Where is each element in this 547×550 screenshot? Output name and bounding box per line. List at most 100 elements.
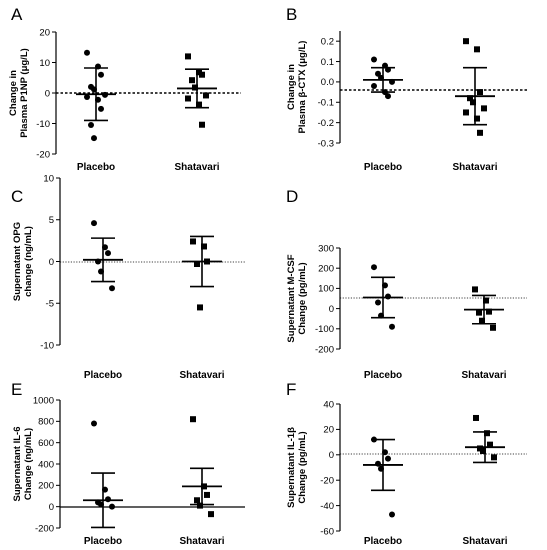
panel-f-y-label-line: Supernatant IL-1β [286,427,297,508]
panel-e-y-tick-label: 1000 [33,395,54,406]
panel-e-placebo-point [105,496,111,503]
panel-a-shatavari-point [199,121,205,128]
panel-b-y-tick-label: -0.2 [318,118,334,129]
panel-b-y-tick-label: 0.0 [321,77,334,88]
panel-f-category-label: Placebo [364,536,402,547]
panel-a-placebo-point [84,49,90,56]
panel-a-placebo-point [98,105,104,112]
panel-a-y-tick-label: 20 [39,27,50,38]
panel-c-placebo-point [109,285,115,292]
panel-b-y-tick-label: -0.3 [318,138,334,149]
panel-f-shatavari-point [491,454,497,461]
panel-f-shatavari-point [480,447,486,454]
panel-f-shatavari-point [473,414,479,421]
panel-e-shatavari-point [197,502,203,509]
panel-f-y-tick-label: -20 [320,476,334,487]
panel-b-category-label: Shatavari [452,162,497,173]
panel-a-shatavari-point [196,101,202,108]
panel-f-placebo-point [389,511,395,518]
panel-d-placebo-point [385,293,391,300]
panel-c-letter: C [11,187,23,206]
panel-e-shatavari-point [190,416,196,423]
panel-b-shatavari-point [477,129,483,136]
panel-c-shatavari-point [190,238,196,245]
panel-d-shatavari-point [472,286,478,293]
panel-f-y-label-line: Change (pg/mL) [297,431,308,503]
panel-b-shatavari-point [463,38,469,45]
panel-a-shatavari-point [185,95,191,102]
panel-e-y-tick-label: 600 [38,438,54,449]
panel-d-y-label-line: Supernatant M-CSF [286,254,297,342]
panel-e-y-tick-label: 800 [38,417,54,428]
panel-e-y-label: Supernatant IL-6Change (ng/mL) [12,427,34,502]
panel-c-y-label-line: Supernatant OPG [12,222,23,301]
panel-c-y-tick-label: 10 [43,173,54,184]
panel-f-y-label: Supernatant IL-1βChange (pg/mL) [286,427,308,508]
panel-e-y-tick-label: -200 [35,523,54,534]
panel-d-y-tick-label: 200 [318,264,334,275]
panel-a-placebo-point [84,93,90,100]
panel-a-placebo-point [91,135,97,142]
panel-d-category-label: Placebo [364,370,402,381]
panel-e-y-tick-label: 400 [38,459,54,470]
panel-b-category-label: Placebo [364,162,402,173]
panel-d-shatavari-point [486,308,492,315]
panel-a-shatavari-point [185,53,191,60]
panel-d-letter: D [286,187,298,206]
panel-a-letter: A [11,5,23,24]
panel-f-placebo-point [385,455,391,462]
panel-a-shatavari-point [189,77,195,84]
panel-e-placebo-point [91,420,97,427]
panel-d-category-label: Shatavari [461,370,506,381]
panel-c-y-tick-label: -10 [40,340,54,351]
panel-c-placebo-point [105,250,111,257]
panel-c-y-tick-label: 0 [49,257,54,268]
panel-e-y-label-line: Change (ng/mL) [23,428,34,500]
panel-b-y-label-line: Change in [286,64,297,110]
panel-b-y-tick-label: 0.1 [321,57,334,68]
panel-d-y-tick-label: 0 [329,304,334,315]
panel-c-y-label: Supernatant OPGchange (ng/mL) [12,222,34,301]
panel-b-shatavari-point [477,89,483,96]
panel-a-placebo-point [88,122,94,129]
panel-b-shatavari-point [463,109,469,116]
panel-b-y-tick-label: -0.1 [318,98,334,109]
panel-c-shatavari-point [194,261,200,268]
panel-b-placebo-point [371,82,377,89]
panel-a-category-label: Placebo [77,162,115,173]
panel-a-y-tick-label: 10 [39,58,50,69]
panel-e-category-label: Placebo [84,536,122,547]
panel-e-shatavari-point [208,511,214,518]
panel-d-y-tick-label: 300 [318,243,334,254]
panel-b-letter: B [286,5,297,24]
panel-c-shatavari-point [201,243,207,250]
panel-d-y-tick-label: -100 [315,324,334,335]
panel-e-y-label-line: Supernatant IL-6 [12,427,23,502]
panel-b-shatavari-point [474,46,480,53]
panel-c-shatavari-point [197,304,203,311]
panel-c-y-tick-label: 5 [49,215,54,226]
panel-f-letter: F [286,380,296,399]
panel-d-shatavari-point [476,309,482,316]
panel-e-y-tick-label: 200 [38,481,54,492]
panel-f-y-tick-label: 20 [323,425,334,436]
panel-f-y-tick-label: 40 [323,399,334,410]
panel-a-shatavari-point [199,71,205,78]
panel-e-shatavari-point [204,491,210,498]
panel-d-y-label-line: Change (pg/mL) [297,262,308,334]
panel-c-placebo-point [91,220,97,227]
panel-e-category-label: Shatavari [179,536,224,547]
panel-a-y-label-line: Plasma P1NP (μg/L) [19,48,30,138]
panel-e-y-tick-label: 0 [49,502,54,513]
panel-b-shatavari-point [470,99,476,106]
panel-c-y-tick-label: -5 [46,299,54,310]
panel-f-y-tick-label: -60 [320,526,334,537]
panel-b-y-tick-label: 0.2 [321,36,334,47]
panel-f-y-tick-label: 0 [329,450,334,461]
panel-c-category-label: Placebo [84,370,122,381]
panel-b-y-label: Change inPlasma β-CTX (μg/L) [286,41,308,134]
panel-a-y-tick-label: -10 [36,119,50,130]
panel-d-placebo-point [375,299,381,306]
panel-b-shatavari-point [474,115,480,122]
